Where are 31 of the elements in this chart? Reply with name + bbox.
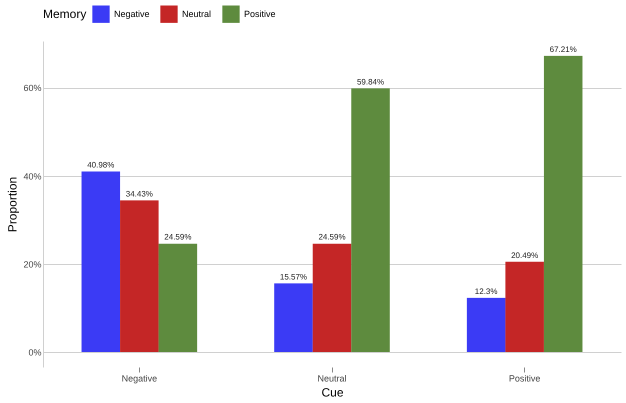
data-label: 59.84% [356, 77, 384, 86]
y-axis-title: Proportion [5, 176, 20, 232]
data-label: 12.3% [474, 286, 498, 296]
x-tick-label: Neutral [317, 374, 347, 384]
data-label: 15.57% [280, 272, 308, 282]
legend-title: Memory [43, 7, 86, 21]
data-label: 40.98% [87, 160, 114, 170]
data-label: 67.21% [550, 44, 577, 54]
legend-label: Positive [244, 9, 276, 20]
data-label: 24.59% [318, 232, 346, 242]
data-label: 20.49% [511, 250, 538, 260]
legend-label: Negative [114, 9, 150, 20]
y-tick-label: 0% [28, 348, 42, 358]
data-label: 34.43% [126, 189, 153, 198]
y-tick-label: 60% [23, 83, 42, 94]
x-axis-title: Cue [321, 386, 344, 400]
data-label: 24.59% [164, 232, 192, 242]
x-tick-label: Negative [122, 374, 158, 384]
bar [544, 56, 582, 352]
bar [312, 244, 352, 352]
y-tick-label: 20% [23, 259, 42, 270]
legend-label: Neutral [182, 9, 212, 20]
bar [466, 298, 506, 352]
bar [82, 171, 120, 352]
x-tick-label: Positive [508, 374, 540, 384]
y-tick-label: 40% [23, 171, 42, 182]
bar [120, 200, 159, 352]
bar [505, 262, 544, 352]
bar [351, 88, 390, 352]
bar [158, 244, 198, 352]
bar [274, 283, 313, 352]
